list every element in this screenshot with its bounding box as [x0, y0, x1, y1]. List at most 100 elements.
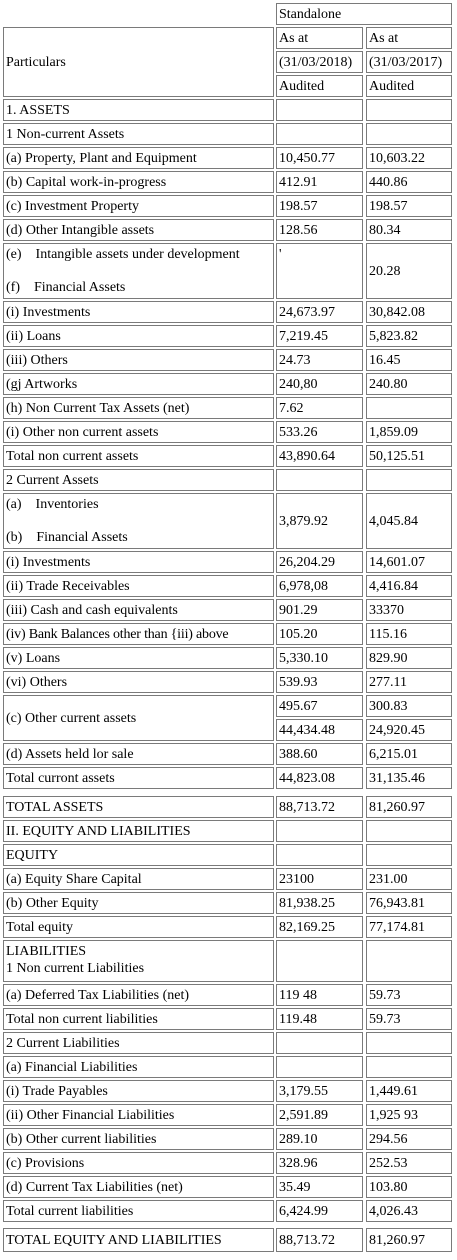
- row-label: II. EQUITY AND LIABILITIES: [3, 820, 274, 842]
- header-as-at-2018: As at: [276, 27, 363, 49]
- row-label: LIABILITIES: [6, 944, 87, 959]
- row-value-2018: 2,591.89: [276, 1104, 363, 1126]
- row-value-2017: 4,026.43: [366, 1200, 452, 1222]
- header-date-2018: (31/03/2018): [276, 51, 363, 73]
- row-value-2018: 7.62: [276, 397, 363, 419]
- header-audited-2017: Audited: [366, 75, 452, 97]
- row-value-2018: [276, 1056, 363, 1078]
- row-value-2018: 24.73: [276, 349, 363, 371]
- row-value-2017: [366, 123, 452, 145]
- row-label: TOTAL ASSETS: [3, 796, 274, 818]
- row-label: (a) Equity Share Capital: [3, 868, 274, 890]
- row-value-2018: 128.56: [276, 219, 363, 241]
- row-value-2018: 43,890.64: [276, 445, 363, 467]
- row-value-2017: 14,601.07: [366, 551, 452, 573]
- row-value-2018: [276, 123, 363, 145]
- row-value-2018: 388.60: [276, 743, 363, 765]
- row-value-2018: 6,978,08: [276, 575, 363, 597]
- row-value-2017: [366, 1056, 452, 1078]
- header-audited-2018: Audited: [276, 75, 363, 97]
- row-label: (a) Inventories: [6, 497, 99, 512]
- row-value-2017: 440.86: [366, 171, 452, 193]
- row-label: (d) Other Intangible assets: [3, 219, 274, 241]
- row-value-2018: [276, 844, 363, 866]
- row-label: EQUITY: [3, 844, 274, 866]
- row-value-2018: 23100: [276, 868, 363, 890]
- row-label: Total non current assets: [3, 445, 274, 467]
- row-value-2017: [366, 99, 452, 121]
- row-label: (v) Loans: [3, 647, 274, 669]
- row-value-2018: 533.26: [276, 421, 363, 443]
- row-value-2018: 3,179.55: [276, 1080, 363, 1102]
- row-label: (i) Investments: [3, 301, 274, 323]
- row-value-2017: [366, 820, 452, 842]
- row-label: Total equity: [3, 916, 274, 938]
- row-value-2018: [276, 99, 363, 121]
- row-value-2018: 105.20: [276, 623, 363, 645]
- row-label: (i) Investments: [3, 551, 274, 573]
- row-value-2018: [276, 469, 363, 491]
- row-value-2017: 33370: [366, 599, 452, 621]
- row-value-2017: 80.34: [366, 219, 452, 241]
- row-value-2017: 231.00: [366, 868, 452, 890]
- row-label: (b) Other Equity: [3, 892, 274, 914]
- row-value-2018: 328.96: [276, 1152, 363, 1174]
- row-value-2018: 240,80: [276, 373, 363, 395]
- row-value-2018: [276, 820, 363, 842]
- row-value-2018: ': [276, 243, 363, 299]
- row-value-2018: 81,938.25: [276, 892, 363, 914]
- row-label: 1. ASSETS: [3, 99, 274, 121]
- row-label-double: (a) Inventories (b) Financial Assets: [3, 493, 274, 549]
- row-label: (iii) Others: [3, 349, 274, 371]
- row-value-2017: 4,045.84: [366, 493, 452, 549]
- row-label: (i) Trade Payables: [3, 1080, 274, 1102]
- header-as-at-2017: As at: [366, 27, 452, 49]
- row-value-2017: [366, 844, 452, 866]
- row-value-2017: 4,416.84: [366, 575, 452, 597]
- row-value-2018: 88,713.72: [276, 1228, 363, 1252]
- row-value-2017: 300.83: [366, 695, 452, 717]
- row-value-2018: 35.49: [276, 1176, 363, 1198]
- row-value-2018: [276, 1032, 363, 1054]
- row-value-2018: 539.93: [276, 671, 363, 693]
- row-label-double: (e) Intangible assets under development …: [3, 243, 274, 299]
- row-value-2017: 50,125.51: [366, 445, 452, 467]
- row-label: Total current liabilities: [3, 1200, 274, 1222]
- row-value-2017: 59.73: [366, 1008, 452, 1030]
- row-label: Total curront assets: [3, 767, 274, 789]
- row-label: (c) Other current assets: [3, 695, 274, 741]
- row-value-2017: 115.16: [366, 623, 452, 645]
- row-label: (c) Investment Property: [3, 195, 274, 217]
- row-value-2017: 1,859.09: [366, 421, 452, 443]
- row-value-2017: 31,135.46: [366, 767, 452, 789]
- row-label: (gj Artworks: [3, 373, 274, 395]
- row-value-2017: 1,925 93: [366, 1104, 452, 1126]
- row-label-secondary: (b) Financial Assets: [6, 530, 128, 545]
- row-value-2017: 103.80: [366, 1176, 452, 1198]
- row-value-2017: [366, 940, 452, 982]
- row-value-2017: [366, 469, 452, 491]
- row-value-2018: [276, 940, 363, 982]
- row-value-2018: 10,450.77: [276, 147, 363, 169]
- row-value-2017: 10,603.22: [366, 147, 452, 169]
- row-value-2018: 119 48: [276, 984, 363, 1006]
- row-label-secondary: 1 Non current Liabilities: [6, 961, 145, 976]
- row-value-2018: 198.57: [276, 195, 363, 217]
- row-label: (c) Provisions: [3, 1152, 274, 1174]
- row-label: (d) Assets held lor sale: [3, 743, 274, 765]
- row-label: Total non current liabilities: [3, 1008, 274, 1030]
- row-label: (a) Financial Liabilities: [3, 1056, 274, 1078]
- row-value-2018: 26,204.29: [276, 551, 363, 573]
- row-value-2018: 412.91: [276, 171, 363, 193]
- row-value-2017: 5,823.82: [366, 325, 452, 347]
- row-value-2017: 81,260.97: [366, 796, 452, 818]
- row-value-2018: 3,879.92: [276, 493, 363, 549]
- row-label: (h) Non Current Tax Assets (net): [3, 397, 274, 419]
- row-label: (iii) Cash and cash equivalents: [3, 599, 274, 621]
- header-particulars: Particulars: [3, 27, 274, 97]
- row-value-2018: 6,424.99: [276, 1200, 363, 1222]
- row-value-2018: 495.67: [276, 695, 363, 717]
- row-value-2018: 7,219.45: [276, 325, 363, 347]
- row-value-2017: 30,842.08: [366, 301, 452, 323]
